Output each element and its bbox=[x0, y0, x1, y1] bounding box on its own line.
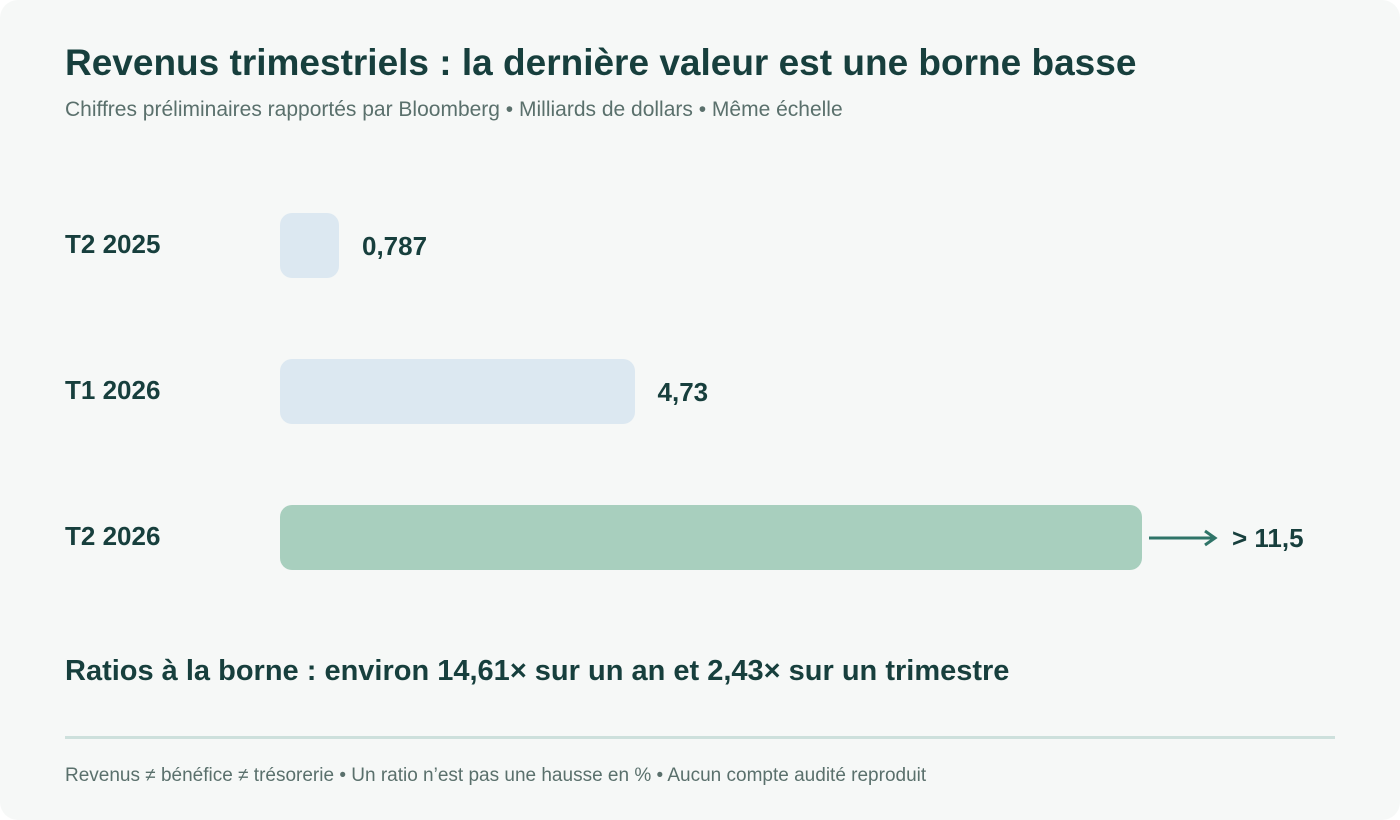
category-label: T2 2026 bbox=[65, 521, 161, 551]
data-label: > 11,5 bbox=[1232, 523, 1304, 553]
ratio-summary: Ratios à la borne : environ 14,61× sur u… bbox=[65, 655, 1010, 687]
bar bbox=[280, 359, 635, 424]
bar bbox=[280, 213, 339, 278]
chart-title: Revenus trimestriels : la dernière valeu… bbox=[65, 42, 1137, 83]
arrow-right-icon bbox=[1149, 529, 1218, 546]
bar-lower-bound bbox=[280, 505, 1142, 570]
data-label: 0,787 bbox=[362, 231, 428, 261]
data-label: 4,73 bbox=[657, 377, 709, 407]
divider bbox=[65, 736, 1335, 739]
chart-subtitle: Chiffres préliminaires rapportés par Blo… bbox=[65, 98, 843, 121]
category-label: T1 2026 bbox=[65, 375, 161, 405]
footnote: Revenus ≠ bénéfice ≠ trésorerie • Un rat… bbox=[65, 765, 927, 786]
category-label: T2 2025 bbox=[65, 229, 161, 259]
